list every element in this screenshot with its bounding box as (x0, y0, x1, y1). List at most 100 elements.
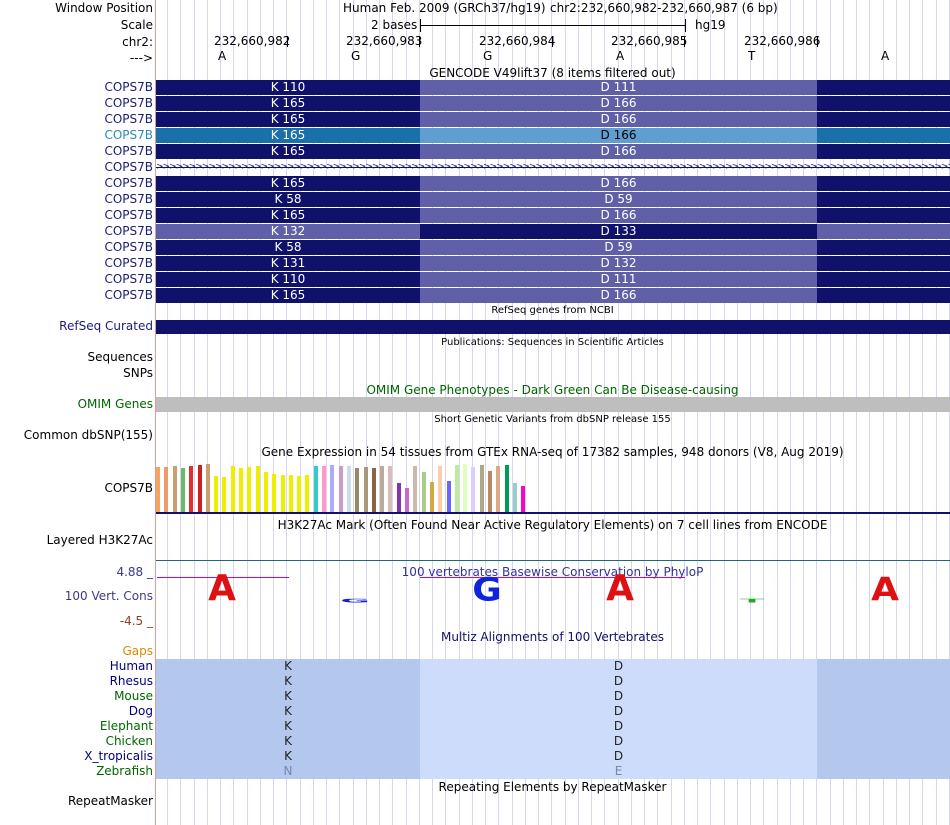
gtex-tissue-bar[interactable] (388, 466, 393, 512)
publications-track-title[interactable]: Publications: Sequences in Scientific Ar… (441, 337, 664, 348)
gencode-transcript[interactable]: K 165 D 166 (156, 144, 950, 159)
species-label[interactable]: X_tropicalis (84, 749, 153, 763)
snps-label[interactable]: SNPs (123, 366, 153, 380)
gtex-tissue-bar[interactable] (421, 472, 426, 512)
species-label[interactable]: Chicken (105, 734, 153, 748)
gtex-tissue-bar[interactable] (180, 468, 185, 512)
repeatmasker-label[interactable]: RepeatMasker (67, 794, 153, 808)
species-label[interactable]: Rhesus (109, 674, 153, 688)
gtex-tissue-bar[interactable] (438, 466, 443, 512)
gtex-tissue-bar[interactable] (239, 468, 243, 512)
gtex-tissue-bar[interactable] (488, 471, 492, 512)
gencode-row-label[interactable]: COPS7B (104, 256, 153, 270)
gtex-bar-chart[interactable] (156, 462, 556, 512)
coordinate-label[interactable]: 232,660,983 (346, 34, 423, 48)
h3k27ac-label[interactable]: Layered H3K27Ac (46, 533, 153, 547)
gtex-tissue-bar[interactable] (454, 465, 459, 512)
refseq-label[interactable]: RefSeq Curated (59, 319, 153, 333)
gencode-track-title[interactable]: GENCODE V49lift37 (8 items filtered out) (429, 66, 676, 80)
omim-track-title[interactable]: OMIM Gene Phenotypes - Dark Green Can Be… (366, 383, 739, 397)
gtex-tissue-bar[interactable] (371, 468, 376, 512)
dbsnp-label[interactable]: Common dbSNP(155) (23, 428, 153, 442)
gencode-row-label[interactable]: COPS7B (104, 128, 153, 142)
gtex-tissue-bar[interactable] (156, 467, 160, 512)
gencode-row-label[interactable]: COPS7B (104, 160, 153, 174)
gtex-tissue-bar[interactable] (405, 488, 409, 512)
gtex-tissue-bar[interactable] (363, 467, 368, 512)
gtex-tissue-bar[interactable] (272, 474, 277, 512)
gtex-tissue-bar[interactable] (471, 467, 476, 512)
gencode-row-label[interactable]: COPS7B (104, 192, 153, 206)
gtex-tissue-bar[interactable] (355, 468, 360, 512)
gtex-tissue-bar[interactable] (338, 466, 343, 512)
gtex-tissue-bar[interactable] (255, 466, 260, 512)
gtex-tissue-bar[interactable] (172, 466, 177, 512)
repeatmasker-track-title[interactable]: Repeating Elements by RepeatMasker (438, 780, 667, 794)
gtex-tissue-bar[interactable] (205, 464, 210, 512)
gtex-tissue-bar[interactable] (197, 465, 202, 512)
gtex-track-title[interactable]: Gene Expression in 54 tissues from GTEx … (261, 445, 844, 459)
gtex-tissue-bar[interactable] (521, 486, 526, 512)
species-label[interactable]: Mouse (114, 689, 153, 703)
gtex-tissue-bar[interactable] (330, 465, 335, 512)
gencode-transcript[interactable]: K 165 D 166 (156, 176, 950, 191)
gtex-tissue-bar[interactable] (230, 466, 235, 512)
cons-label[interactable]: 100 Vert. Cons (64, 589, 153, 603)
h3k27ac-track-title[interactable]: H3K27Ac Mark (Often Found Near Active Re… (277, 518, 828, 532)
gencode-transcript[interactable]: K 165 D 166 (156, 96, 950, 111)
refseq-track-title[interactable]: RefSeq genes from NCBI (491, 305, 614, 316)
gtex-tissue-bar[interactable] (346, 466, 351, 512)
gtex-tissue-bar[interactable] (313, 466, 318, 512)
gencode-transcript[interactable]: K 58 D 59 (156, 240, 950, 255)
gencode-transcript[interactable]: K 58 D 59 (156, 192, 950, 207)
gtex-label[interactable]: COPS7B (104, 481, 153, 495)
gencode-transcript[interactable]: K 165 D 166 (156, 112, 950, 127)
gencode-row-label[interactable]: COPS7B (104, 176, 153, 190)
gtex-tissue-bar[interactable] (189, 466, 194, 512)
gtex-tissue-bar[interactable] (479, 465, 484, 512)
gencode-transcript[interactable]: K 110 D 111 (156, 80, 950, 95)
gtex-tissue-bar[interactable] (297, 476, 302, 512)
species-label[interactable]: Human (109, 659, 153, 673)
coordinate-label[interactable]: 232,660,985 (611, 34, 688, 48)
gencode-row-label[interactable]: COPS7B (104, 240, 153, 254)
gtex-tissue-bar[interactable] (222, 477, 227, 512)
gtex-tissue-bar[interactable] (429, 482, 434, 512)
cons-track-title[interactable]: 100 vertebrates Basewise Conservation by… (401, 565, 704, 579)
gtex-tissue-bar[interactable] (247, 467, 252, 512)
gencode-row-label[interactable]: COPS7B (104, 96, 153, 110)
gtex-tissue-bar[interactable] (446, 481, 451, 512)
gencode-transcript[interactable]: K 165 D 166 (156, 288, 950, 303)
gtex-tissue-bar[interactable] (396, 483, 401, 512)
gtex-tissue-bar[interactable] (512, 483, 517, 512)
gencode-row-label[interactable]: COPS7B (104, 224, 153, 238)
gtex-tissue-bar[interactable] (504, 465, 509, 512)
gtex-tissue-bar[interactable] (305, 475, 310, 512)
coordinate-label[interactable]: 232,660,982 (214, 34, 291, 48)
coordinate-label[interactable]: 232,660,984 (479, 34, 556, 48)
omim-feature[interactable] (156, 397, 950, 412)
gaps-label[interactable]: Gaps (122, 644, 153, 658)
species-label[interactable]: Dog (128, 704, 153, 718)
gtex-tissue-bar[interactable] (214, 476, 219, 512)
gtex-tissue-bar[interactable] (413, 466, 418, 512)
dbsnp-track-title[interactable]: Short Genetic Variants from dbSNP releas… (434, 414, 671, 425)
gtex-tissue-bar[interactable] (322, 466, 326, 512)
sequences-label[interactable]: Sequences (87, 350, 153, 364)
multiz-track-title[interactable]: Multiz Alignments of 100 Vertebrates (440, 630, 665, 644)
gencode-row-label[interactable]: COPS7B (104, 208, 153, 222)
gtex-tissue-bar[interactable] (263, 472, 268, 512)
position-text[interactable]: chr2:232,660,982-232,660,987 (6 bp) (550, 1, 778, 15)
omim-label[interactable]: OMIM Genes (77, 397, 153, 411)
gencode-row-label[interactable]: COPS7B (104, 112, 153, 126)
gencode-transcript[interactable]: K 131 D 132 (156, 256, 950, 271)
gencode-transcript[interactable]: K 165 D 166 (156, 208, 950, 223)
gencode-row-label[interactable]: COPS7B (104, 80, 153, 94)
coordinate-label[interactable]: 232,660,986 (744, 34, 821, 48)
species-label[interactable]: Zebrafish (96, 764, 153, 778)
